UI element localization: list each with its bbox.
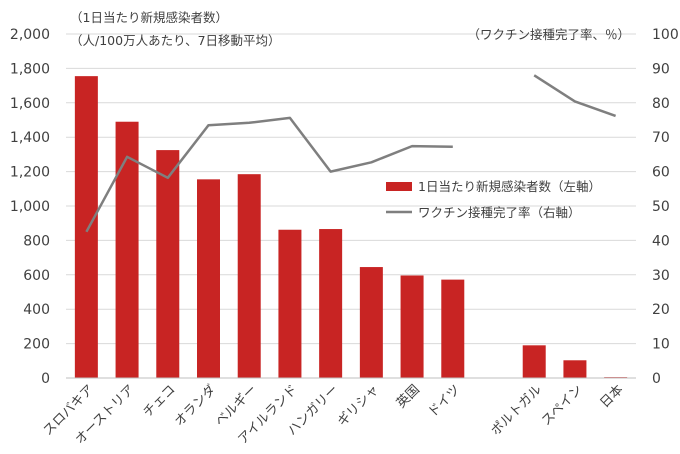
right-axis-title: （ワクチン接種完了率、％）	[467, 27, 630, 42]
left-tick-label: 800	[23, 233, 50, 249]
left-tick-label: 1,400	[10, 130, 50, 146]
right-tick-label: 10	[652, 337, 670, 353]
right-tick-label: 50	[652, 199, 670, 215]
tick-labels: 02004006008001,0001,2001,4001,6001,8002,…	[10, 27, 679, 387]
left-tick-label: 1,200	[10, 165, 50, 181]
line-series	[85, 74, 617, 233]
right-tick-label: 0	[652, 371, 661, 387]
left-tick-label: 400	[23, 302, 50, 318]
bar-ポルトガル	[522, 345, 546, 378]
left-tick-label: 1,000	[10, 199, 50, 215]
bar-ドイツ	[441, 279, 465, 378]
category-label: 日本	[597, 382, 626, 411]
left-tick-label: 1,800	[10, 61, 50, 77]
right-tick-label: 100	[652, 27, 679, 43]
legend-label-vaccination: ワクチン接種完了率（右軸）	[418, 205, 581, 220]
bar-チェコ	[156, 150, 180, 378]
bar-スロバキア	[74, 76, 98, 378]
category-label: 英国	[394, 382, 423, 411]
bar-ハンガリー	[319, 229, 343, 378]
bar-英国	[400, 275, 424, 378]
bar-オランダ	[197, 179, 220, 378]
right-tick-label: 30	[652, 268, 670, 284]
legend-label-cases: 1日当たり新規感染者数（左軸）	[418, 179, 601, 194]
category-labels: スロバキアオーストリア チェコオランダベルギーアイルランドハンガリーギリシャ 英国ド…	[41, 382, 627, 447]
right-tick-label: 90	[652, 61, 670, 77]
left-tick-label: 600	[23, 268, 50, 284]
bar-ベルギー	[237, 174, 261, 378]
bar-ギリシャ	[359, 267, 383, 378]
right-tick-label: 40	[652, 233, 670, 249]
legend: 1日当たり新規感染者数（左軸） ワクチン接種完了率（右軸）	[386, 179, 601, 220]
bar-series	[74, 76, 628, 378]
left-tick-label: 2,000	[10, 27, 50, 43]
category-label: ポルトガル	[488, 382, 545, 439]
left-axis-title-2: （人/100万人あたり、7日移動平均）	[70, 33, 281, 48]
bar-オーストリア	[115, 121, 139, 378]
category-label: スペイン	[539, 382, 586, 429]
bar-アイルランド	[278, 229, 302, 378]
left-tick-label: 1,600	[10, 96, 50, 112]
left-tick-label: 200	[23, 337, 50, 353]
left-axis-title-1: （1日当たり新規感染者数）	[70, 10, 228, 25]
right-tick-label: 70	[652, 130, 670, 146]
right-tick-label: 60	[652, 165, 670, 181]
right-tick-label: 20	[652, 302, 670, 318]
vaccination-line-segment-1	[533, 74, 617, 118]
bar-スペイン	[563, 360, 587, 378]
left-tick-label: 0	[41, 371, 50, 387]
category-label: オランダ	[172, 382, 219, 429]
category-label: ギリシャ	[335, 382, 382, 429]
category-label: ドイツ	[425, 382, 463, 420]
vaccination-line-segment-0	[85, 116, 453, 233]
right-tick-label: 80	[652, 96, 670, 112]
category-label: チェコ	[140, 382, 178, 420]
legend-swatch-cases	[386, 182, 412, 191]
